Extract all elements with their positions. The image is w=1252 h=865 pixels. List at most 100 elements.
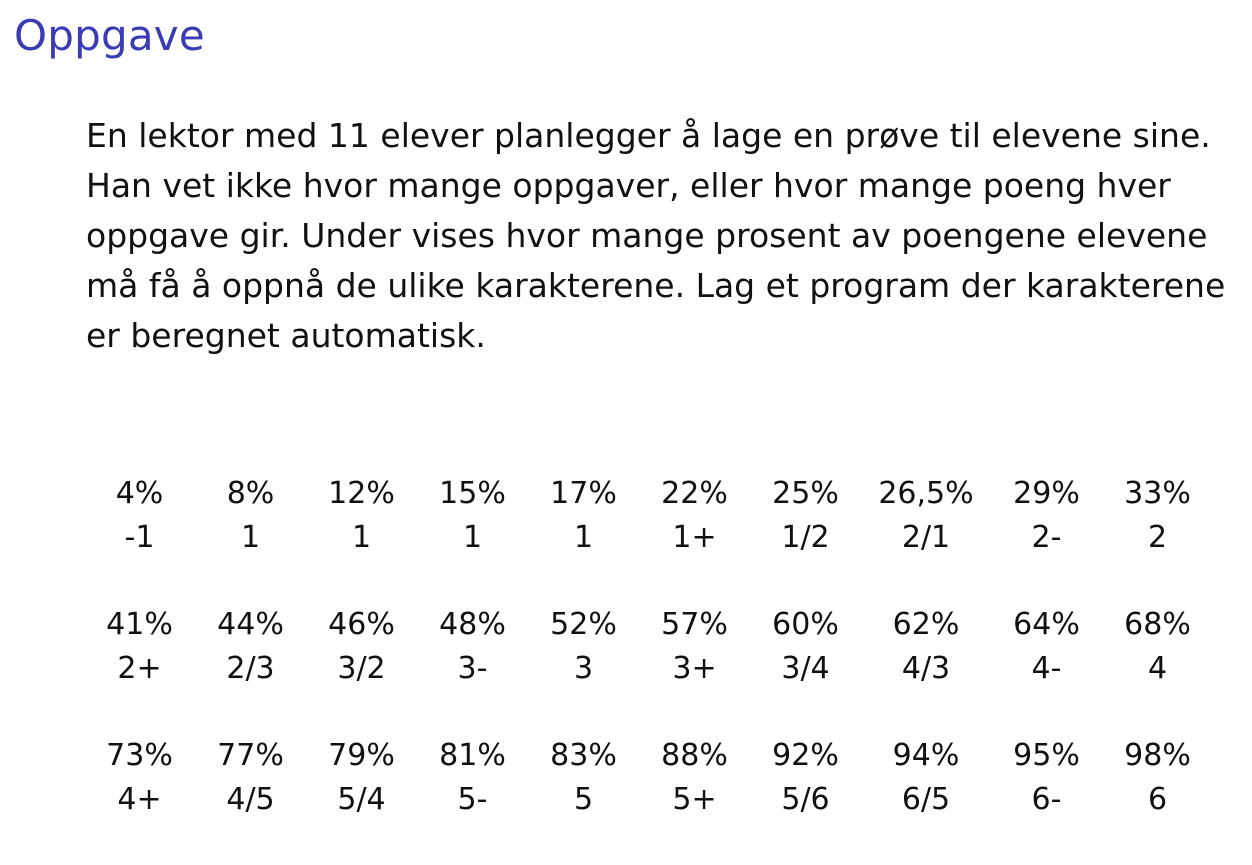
percent-threshold: 95% bbox=[1013, 738, 1080, 773]
grade-cell: 64% 4- bbox=[991, 603, 1102, 734]
grade-cell: 73% 4+ bbox=[84, 734, 195, 865]
percent-threshold: 52% bbox=[550, 607, 617, 642]
percent-threshold: 12% bbox=[328, 476, 395, 511]
grade-cell: 12% 1 bbox=[306, 472, 417, 603]
grade-cell: 98% 6 bbox=[1102, 734, 1213, 865]
percent-threshold: 17% bbox=[550, 476, 617, 511]
percent-threshold: 60% bbox=[772, 607, 839, 642]
grade-cell: 60% 3/4 bbox=[750, 603, 861, 734]
percent-threshold: 57% bbox=[661, 607, 728, 642]
grade-cell: 26,5% 2/1 bbox=[861, 472, 991, 603]
grade-cell: 48% 3- bbox=[417, 603, 528, 734]
grade-value: 3/4 bbox=[781, 651, 830, 686]
percent-threshold: 79% bbox=[328, 738, 395, 773]
grade-value: 3+ bbox=[672, 651, 717, 686]
grade-value: 4/5 bbox=[226, 782, 275, 817]
percent-threshold: 29% bbox=[1013, 476, 1080, 511]
grade-cell: 46% 3/2 bbox=[306, 603, 417, 734]
grade-row: 4% -1 8% 1 12% 1 15% 1 17% 1 22% 1+ 25% 1/2 26,5% 2/1 29… bbox=[84, 472, 1224, 603]
percent-threshold: 88% bbox=[661, 738, 728, 773]
grade-cell: 57% 3+ bbox=[639, 603, 750, 734]
percent-threshold: 8% bbox=[226, 476, 275, 511]
grade-value: 2/3 bbox=[226, 651, 275, 686]
task-description-line: oppgave gir. Under vises hvor mange pros… bbox=[86, 216, 1208, 255]
grade-value: 2- bbox=[1031, 520, 1062, 555]
grade-value: 4 bbox=[1147, 651, 1168, 686]
percent-threshold: 15% bbox=[439, 476, 506, 511]
slide-title: Oppgave bbox=[14, 11, 205, 60]
grade-value: 5 bbox=[573, 782, 594, 817]
grade-cell: 68% 4 bbox=[1102, 603, 1213, 734]
grade-value: 4- bbox=[1031, 651, 1062, 686]
grade-value: 6- bbox=[1031, 782, 1062, 817]
percent-threshold: 98% bbox=[1124, 738, 1191, 773]
percent-threshold: 25% bbox=[772, 476, 839, 511]
grade-cell: 44% 2/3 bbox=[195, 603, 306, 734]
grade-cell: 22% 1+ bbox=[639, 472, 750, 603]
grade-value: -1 bbox=[124, 520, 155, 555]
percent-threshold: 22% bbox=[661, 476, 728, 511]
percent-threshold: 68% bbox=[1124, 607, 1191, 642]
grade-cell: 88% 5+ bbox=[639, 734, 750, 865]
grade-value: 1/2 bbox=[781, 520, 830, 555]
grade-value: 6/5 bbox=[901, 782, 951, 817]
task-description-line: Han vet ikke hvor mange oppgaver, eller … bbox=[86, 166, 1171, 205]
grade-cell: 25% 1/2 bbox=[750, 472, 861, 603]
grade-value: 3- bbox=[457, 651, 488, 686]
grade-value: 1 bbox=[240, 520, 261, 555]
task-description: En lektor med 11 elever planlegger å lag… bbox=[86, 111, 1226, 361]
grade-cell: 29% 2- bbox=[991, 472, 1102, 603]
grade-value: 3/2 bbox=[337, 651, 386, 686]
percent-threshold: 83% bbox=[550, 738, 617, 773]
percent-threshold: 48% bbox=[439, 607, 506, 642]
grade-value: 4/3 bbox=[901, 651, 951, 686]
grade-value: 6 bbox=[1147, 782, 1168, 817]
percent-threshold: 44% bbox=[217, 607, 284, 642]
grade-cell: 95% 6- bbox=[991, 734, 1102, 865]
grade-value: 1 bbox=[573, 520, 594, 555]
grade-cell: 15% 1 bbox=[417, 472, 528, 603]
percent-threshold: 92% bbox=[772, 738, 839, 773]
percent-threshold: 81% bbox=[439, 738, 506, 773]
grade-row: 73% 4+ 77% 4/5 79% 5/4 81% 5- 83% 5 88% 5+ 92% 5/6 94%… bbox=[84, 734, 1224, 865]
grade-cell: 52% 3 bbox=[528, 603, 639, 734]
grade-value: 2+ bbox=[117, 651, 162, 686]
grade-cell: 62% 4/3 bbox=[861, 603, 991, 734]
task-description-line: er beregnet automatisk. bbox=[86, 316, 486, 355]
percent-threshold: 46% bbox=[328, 607, 395, 642]
grade-cell: 41% 2+ bbox=[84, 603, 195, 734]
grade-cell: 81% 5- bbox=[417, 734, 528, 865]
grade-value: 5- bbox=[457, 782, 488, 817]
grade-value: 2/1 bbox=[901, 520, 951, 555]
grade-cell: 33% 2 bbox=[1102, 472, 1213, 603]
percent-threshold: 77% bbox=[217, 738, 284, 773]
grade-value: 1 bbox=[462, 520, 483, 555]
grade-value: 5+ bbox=[672, 782, 717, 817]
grade-cell: 8% 1 bbox=[195, 472, 306, 603]
grade-cell: 92% 5/6 bbox=[750, 734, 861, 865]
grade-value: 5/4 bbox=[337, 782, 386, 817]
grade-value: 4+ bbox=[117, 782, 162, 817]
grade-value: 1 bbox=[351, 520, 372, 555]
percent-threshold: 94% bbox=[892, 738, 960, 773]
grade-table: 4% -1 8% 1 12% 1 15% 1 17% 1 22% 1+ 25% 1/2 26,5% 2/1 29… bbox=[84, 472, 1224, 865]
grade-value: 2 bbox=[1147, 520, 1168, 555]
grade-cell: 83% 5 bbox=[528, 734, 639, 865]
grade-row: 41% 2+ 44% 2/3 46% 3/2 48% 3- 52% 3 57% 3+ 60% 3/4 62%… bbox=[84, 603, 1224, 734]
percent-threshold: 62% bbox=[892, 607, 960, 642]
percent-threshold: 41% bbox=[106, 607, 173, 642]
grade-value: 3 bbox=[573, 651, 594, 686]
percent-threshold: 33% bbox=[1124, 476, 1191, 511]
grade-cell: 4% -1 bbox=[84, 472, 195, 603]
task-description-line: må få å oppnå de ulike karakterene. Lag … bbox=[86, 266, 1226, 305]
percent-threshold: 4% bbox=[115, 476, 164, 511]
percent-threshold: 73% bbox=[106, 738, 173, 773]
task-description-line: En lektor med 11 elever planlegger å lag… bbox=[86, 116, 1211, 155]
grade-cell: 79% 5/4 bbox=[306, 734, 417, 865]
percent-threshold: 26,5% bbox=[878, 476, 974, 511]
percent-threshold: 64% bbox=[1013, 607, 1080, 642]
grade-value: 5/6 bbox=[781, 782, 830, 817]
grade-value: 1+ bbox=[672, 520, 717, 555]
grade-cell: 94% 6/5 bbox=[861, 734, 991, 865]
grade-cell: 17% 1 bbox=[528, 472, 639, 603]
